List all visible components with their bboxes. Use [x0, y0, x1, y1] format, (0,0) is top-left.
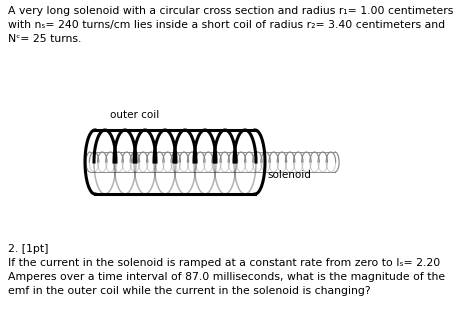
Text: A very long solenoid with a circular cross section and radius r₁= 1.00 centimete: A very long solenoid with a circular cro…: [8, 6, 453, 44]
Text: outer coil: outer coil: [110, 110, 159, 120]
Text: solenoid: solenoid: [267, 170, 311, 180]
Text: 2. [1pt]
If the current in the solenoid is ramped at a constant rate from zero t: 2. [1pt] If the current in the solenoid …: [8, 244, 445, 296]
